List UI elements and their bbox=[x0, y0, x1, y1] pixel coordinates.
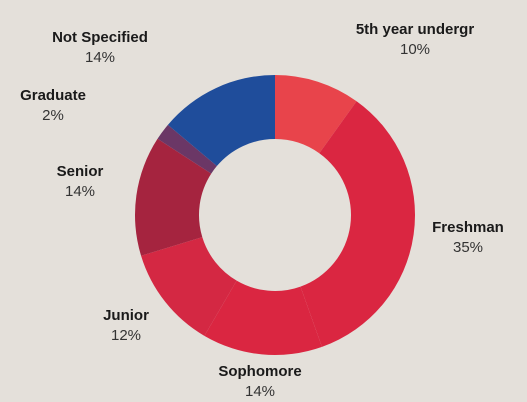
donut-slice bbox=[157, 124, 217, 174]
slice-label: Senior bbox=[57, 163, 104, 180]
slice-percent: 14% bbox=[85, 49, 115, 66]
donut-slice bbox=[204, 280, 322, 355]
slice-percent: 14% bbox=[245, 383, 275, 400]
slice-percent: 35% bbox=[453, 239, 483, 256]
slice-percent: 12% bbox=[111, 327, 141, 344]
slice-label: Freshman bbox=[432, 219, 504, 236]
slice-percent: 2% bbox=[42, 107, 64, 124]
donut-slice bbox=[141, 237, 237, 336]
slice-label: 5th year undergr bbox=[356, 21, 475, 38]
slice-label: Graduate bbox=[20, 87, 86, 104]
donut-slice bbox=[300, 101, 416, 347]
slice-label: Not Specified bbox=[52, 29, 148, 46]
donut-slice bbox=[135, 138, 212, 256]
slice-percent: 14% bbox=[65, 183, 95, 200]
slice-label: Sophomore bbox=[218, 363, 301, 380]
donut-slice bbox=[275, 75, 357, 154]
donut-slice bbox=[167, 75, 275, 167]
slice-percent: 10% bbox=[400, 41, 430, 58]
slice-label: Junior bbox=[103, 307, 149, 324]
